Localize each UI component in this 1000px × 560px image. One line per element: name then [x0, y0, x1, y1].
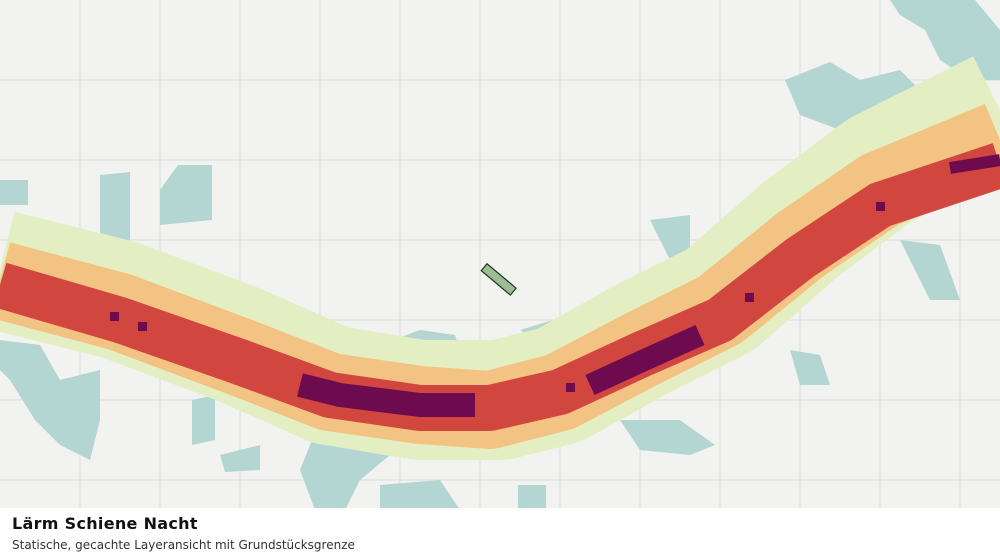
- parcel-boundary: [480, 262, 517, 296]
- noise-bands: [0, 56, 1000, 460]
- map-title: Lärm Schiene Nacht: [12, 514, 198, 533]
- caption-panel: Lärm Schiene Nacht Statische, gecachte L…: [0, 508, 1000, 560]
- noise-zone-high: [110, 202, 885, 392]
- map-subtitle: Statische, gecachte Layeransicht mit Gru…: [12, 538, 355, 552]
